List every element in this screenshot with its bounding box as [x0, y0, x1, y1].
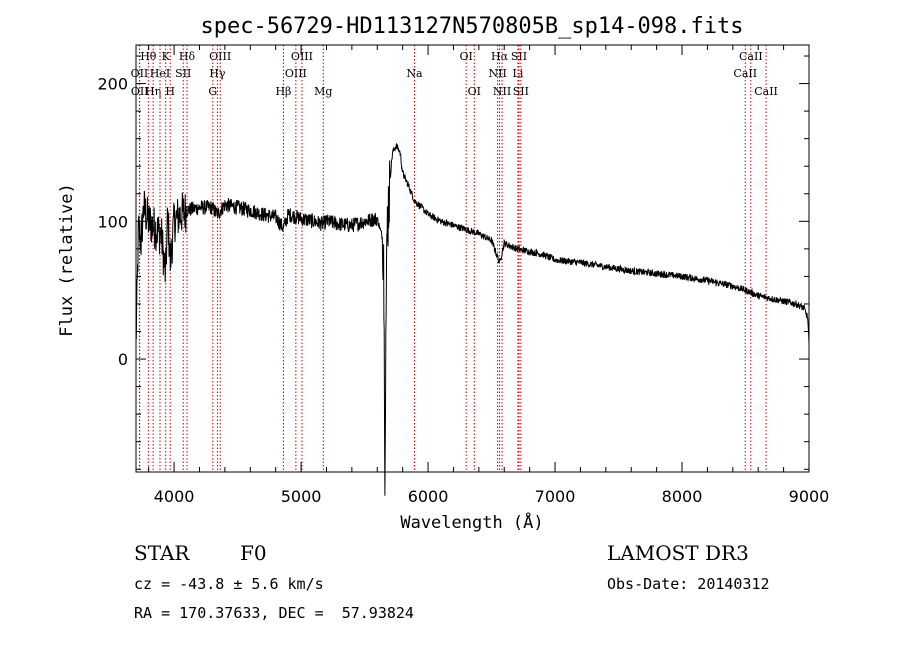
- y-axis-ticks: 0 100 200: [97, 55, 809, 470]
- spectral-line-label: OIII: [291, 50, 313, 63]
- y-tick-label: 100: [97, 212, 128, 231]
- x-tick-label: 7000: [535, 487, 576, 506]
- spectral-line-label: OI: [468, 85, 481, 98]
- x-tick-label: 6000: [408, 487, 449, 506]
- x-axis-ticks: 4000 5000 6000 7000 8000 9000: [148, 45, 830, 506]
- spectral-line-label: OIII: [209, 50, 231, 63]
- spectral-line-label: H: [165, 85, 175, 98]
- spectral-line-label: OI: [459, 50, 472, 63]
- spectral-line-label: NII: [488, 67, 506, 80]
- x-axis-label: Wavelength (Å): [400, 511, 543, 533]
- y-tick-label: 200: [97, 75, 128, 94]
- spectral-line-label: Hα: [491, 50, 509, 63]
- y-axis-label: Flux (relative): [57, 183, 77, 337]
- redshift-velocity: cz = -43.8 ± 5.6 km/s: [134, 575, 324, 593]
- spectral-line-label: Hη: [145, 85, 161, 98]
- spectral-line-label: Hδ: [179, 50, 196, 63]
- plot-frame: [135, 44, 810, 473]
- spectral-line-label: SII: [175, 67, 191, 80]
- observation-date: Obs-Date: 20140312: [607, 575, 770, 593]
- coordinates: RA = 170.37633, DEC = 57.93824: [134, 604, 414, 622]
- spectral-line-label: Hβ: [275, 85, 291, 98]
- spectral-line-label: Hγ: [209, 67, 226, 80]
- spectral-line-label: HeI: [150, 67, 170, 80]
- chart-title: spec-56729-HD113127N570805B_sp14-098.fit…: [200, 14, 743, 39]
- x-tick-label: 5000: [281, 487, 322, 506]
- spectral-line-label: G: [208, 85, 217, 98]
- spectral-line-label: Mg: [314, 85, 332, 98]
- spectral-line-label: Na: [406, 67, 423, 80]
- spectral-line-label: CaII: [754, 85, 778, 98]
- object-subclass: F0: [240, 541, 267, 565]
- spectral-line-label: Hθ: [140, 50, 157, 63]
- y-tick-label: 0: [118, 350, 128, 369]
- x-tick-label: 9000: [789, 487, 830, 506]
- spectral-line-label: CaII: [739, 50, 763, 63]
- spectral-line-label: OIII: [285, 67, 307, 80]
- x-tick-label: 4000: [154, 487, 195, 506]
- survey-name: LAMOST DR3: [607, 541, 749, 565]
- spectrum-line: [135, 143, 810, 496]
- spectral-line-label: CaII: [733, 67, 757, 80]
- spectral-line-label: Li: [513, 67, 524, 80]
- spectral-line-label: OII: [131, 85, 149, 98]
- object-class: STAR: [134, 541, 190, 565]
- spectral-line-label: SII: [513, 85, 529, 98]
- spectral-line-label: K: [162, 50, 171, 63]
- spectral-line-label: SII: [511, 50, 527, 63]
- spectral-line-label: NII: [493, 85, 511, 98]
- spectrum-series: [135, 143, 810, 496]
- x-tick-label: 8000: [662, 487, 703, 506]
